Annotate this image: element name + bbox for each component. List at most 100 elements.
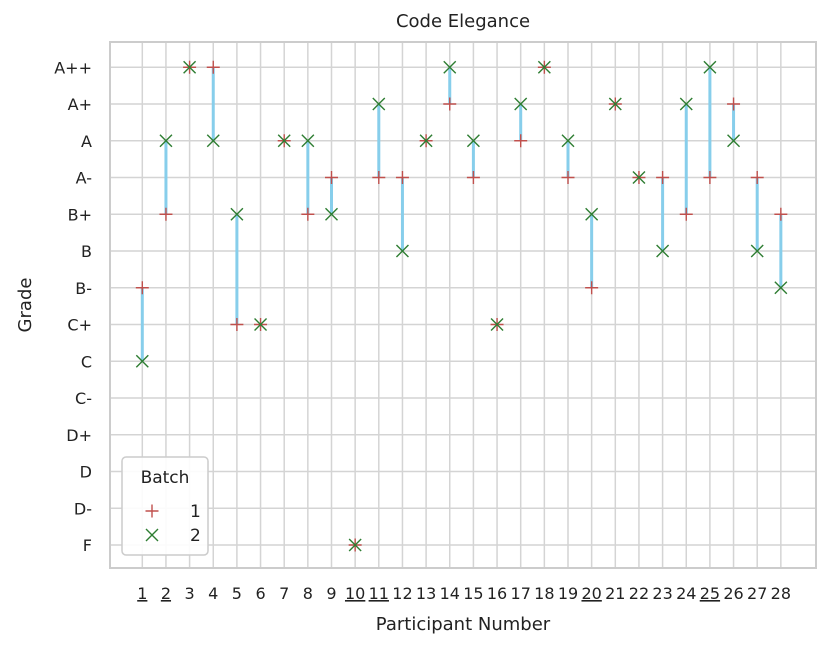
y-tick-label: A [81,132,92,151]
y-tick-label: D [80,463,92,482]
x-ticks: 1 2 3 4 5 6 7 8 9 10 11 12 13 14 15 16 17 18 19 20 21 22 23 24 2… [137,584,791,603]
legend-marker-1 [145,504,159,518]
batch-1-marker [466,171,480,184]
batch-2-marker [277,134,291,148]
batch-1-marker [750,171,764,184]
x-tick-label: 6 [255,584,265,603]
x-tick-label: 13 [416,584,436,603]
x-tick-label: 22 [629,584,649,603]
batch-1-marker [514,134,528,148]
batch-1-marker [230,318,244,331]
batch-1-marker [325,171,338,184]
x-axis-label: Participant Number [376,614,551,635]
batch-2-marker [750,244,764,258]
legend-label-2: 2 [190,526,201,546]
x-tick-label: 17 [511,584,531,603]
x-tick-label: 16 [487,584,507,603]
batch-2-marker [514,97,528,111]
batch-2-marker [443,60,457,74]
x-tick-label: 3 [185,584,195,603]
y-tick-label: B [81,242,92,261]
x-tick-label: 26 [723,584,743,603]
batch-2-marker [348,538,362,552]
y-tick-label: A+ [68,95,92,114]
x-tick-label: 1 [137,584,147,603]
batch-1-marker [372,171,386,184]
batch-2-marker [490,318,504,331]
x-tick-label: 23 [652,584,672,603]
batch-2-marker [608,97,622,111]
batch-2-marker [372,97,386,111]
x-tick-label: 2 [161,584,171,603]
x-tick-label: 21 [605,584,625,603]
x-tick-label: 8 [303,584,313,603]
batch-1-marker [679,207,693,221]
batch-1-marker [135,281,149,295]
y-ticks: F D- D D+ C- C C+ B- B B+ A- A A+ A++ [54,58,92,555]
x-tick-label: 9 [326,584,336,603]
batch-1-marker [159,207,173,221]
markers [135,60,788,552]
connectors [140,67,783,362]
x-tick-label: 19 [558,584,578,603]
batch-2-marker [135,354,149,368]
x-tick-label: 15 [463,584,483,603]
y-tick-label: A- [76,169,92,188]
batch-2-marker [679,97,693,111]
batch-2-marker [230,207,244,221]
x-tick-label: 7 [279,584,289,603]
x-tick-label: 4 [208,584,218,603]
batch-2-marker [537,60,551,74]
batch-2-marker [254,318,268,331]
batch-2-marker [159,134,173,148]
x-tick-label: 25 [700,584,720,603]
batch-2-marker [656,244,670,258]
batch-2-marker [561,134,575,148]
x-tick-label: 10 [345,584,365,603]
batch-1-marker [561,171,575,184]
batch-1-marker [774,207,788,221]
batch-2-marker [632,171,646,184]
x-tick-label: 24 [676,584,696,603]
y-tick-label: B+ [68,205,92,224]
x-tick-label: 5 [232,584,242,603]
legend-box [121,456,209,556]
batch-2-marker [774,281,788,295]
grid [110,42,816,568]
x-tick-label: 12 [392,584,412,603]
chart-title: Code Elegance [396,11,530,32]
batch-1-marker [703,171,717,184]
batch-2-marker [585,207,599,221]
batch-2-marker [301,134,315,148]
batch-1-marker [443,97,457,111]
legend-label-1: 1 [190,502,201,522]
legend-marker-2 [145,528,159,542]
batch-2-marker [183,60,197,74]
plot-frame [109,41,817,569]
x-tick-label: 14 [440,584,460,603]
batch-2-marker [419,134,433,148]
batch-2-marker [325,207,338,221]
legend-title: Batch [141,468,190,488]
batch-2-marker [466,134,480,148]
x-tick-label: 20 [581,584,601,603]
y-tick-label: F [83,536,92,555]
batch-1-marker [727,97,741,111]
y-tick-label: C+ [67,316,92,335]
x-tick-label: 28 [771,584,791,603]
y-axis-label: Grade [15,278,36,333]
y-tick-label: A++ [54,58,92,77]
x-tick-label: 27 [747,584,767,603]
y-tick-label: C- [75,389,92,408]
legend: Batch 1 2 [121,456,209,556]
batch-1-marker [585,281,599,295]
x-tick-label: 11 [369,584,389,603]
batch-1-marker [395,171,409,184]
batch-2-marker [703,60,717,74]
y-tick-label: C [81,352,92,371]
batch-1-marker [206,60,220,74]
batch-2-marker [206,134,220,148]
batch-1-marker [656,171,670,184]
y-tick-label: B- [75,279,92,298]
